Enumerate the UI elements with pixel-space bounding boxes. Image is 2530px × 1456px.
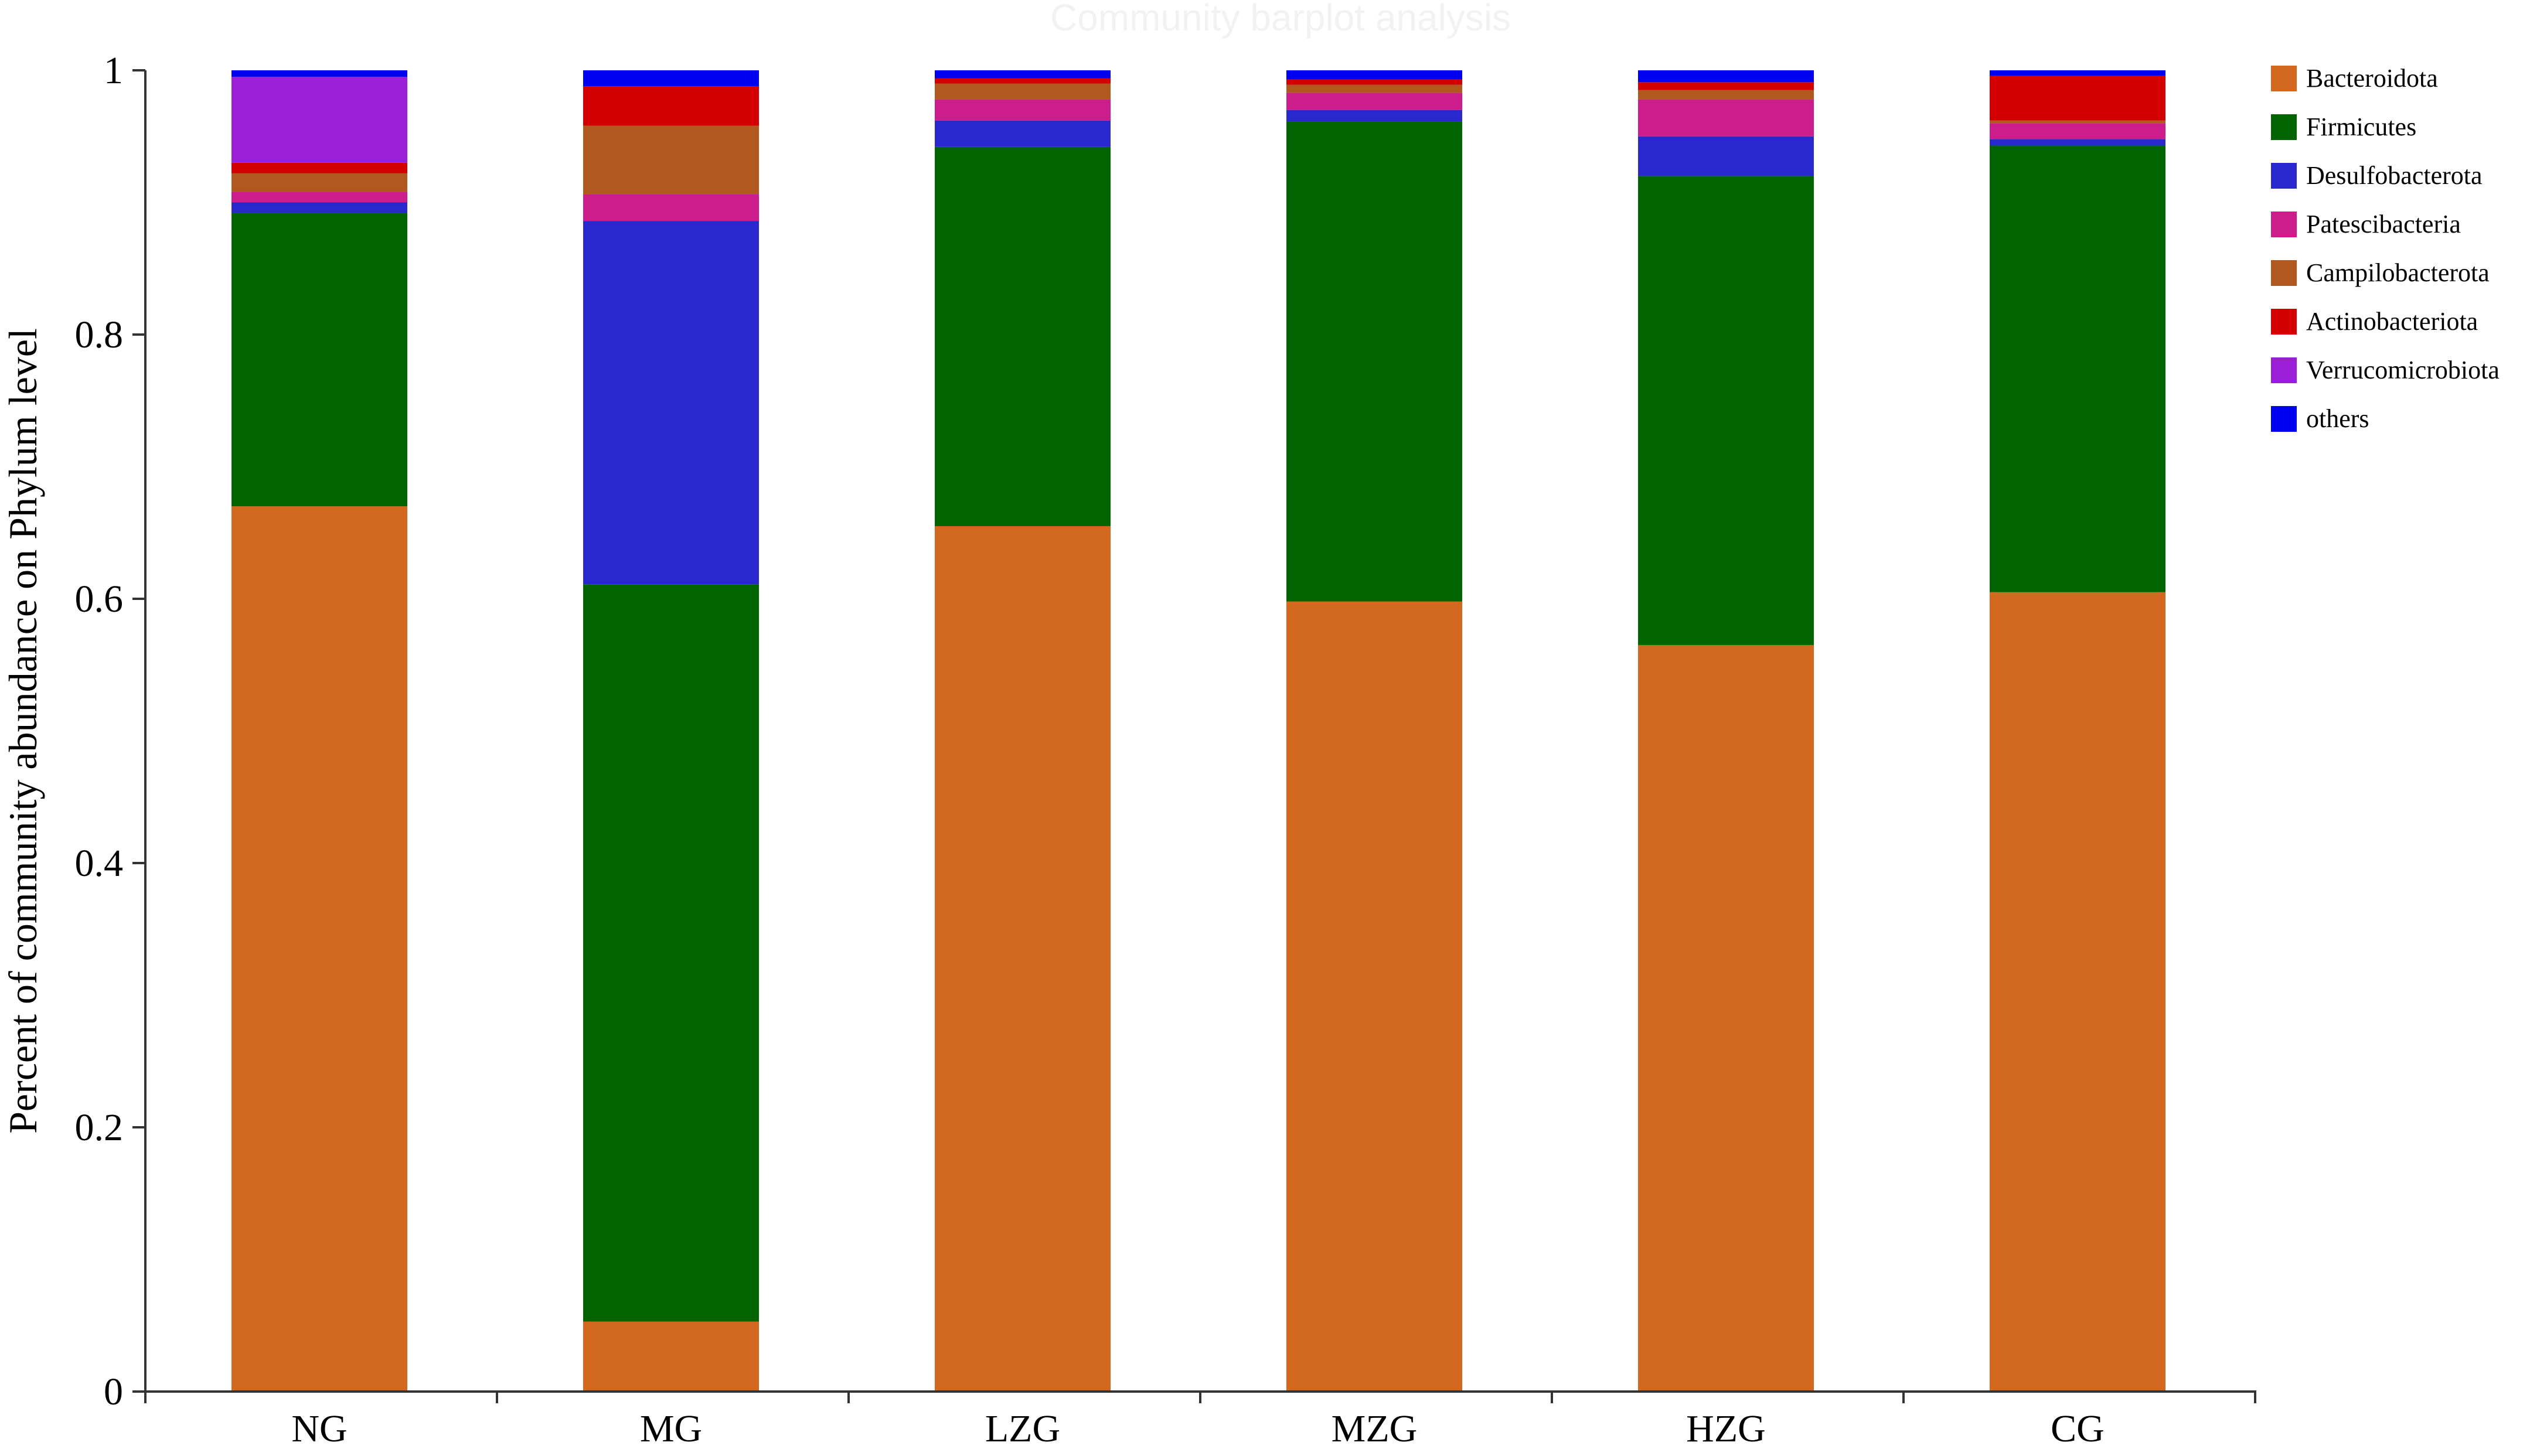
plot-area: 0 0.2 0.4 0.6 0.8 1 NG MG LZG MZG HZG CG (75, 49, 2256, 1450)
x-tick-label-cg: CG (2051, 1407, 2105, 1450)
bar-segment-hzg-firmicutes (1638, 176, 1814, 645)
y-tick-label: 0.2 (75, 1106, 124, 1149)
x-tick-label-ng: NG (291, 1407, 347, 1450)
bar-segment-ng-firmicutes (231, 213, 407, 507)
bar-segment-hzg-bacteroidota (1638, 645, 1814, 1392)
legend: Bacteroidota Firmicutes Desulfobacterota Pa… (2271, 64, 2500, 433)
bar-segment-mg-desulfobacterota (583, 221, 759, 585)
legend-swatch-desulfobacterota (2271, 163, 2297, 189)
legend-swatch-others (2271, 406, 2297, 432)
legend-label-desulfobacterota: Desulfobacterota (2306, 161, 2483, 190)
bar-segment-ng-actinobacteriota (231, 162, 407, 173)
chart-title: Community barplot analysis (1050, 0, 1511, 39)
bar-segment-hzg-patescibacteria (1638, 99, 1814, 137)
bar-segment-mg-actinobacteriota (583, 86, 759, 126)
y-tick-label: 1 (104, 49, 123, 92)
legend-label-verrucomicrobiota: Verrucomicrobiota (2306, 356, 2500, 384)
bar-segment-mzg-firmicutes (1286, 121, 1462, 602)
bar-segment-mzg-desulfobacterota (1286, 110, 1462, 122)
bar-segment-lzg-actinobacteriota (935, 78, 1111, 84)
bar-segment-mg-bacteroidota (583, 1321, 759, 1392)
legend-label-firmicutes: Firmicutes (2306, 112, 2416, 141)
bar-segment-ng-others (231, 70, 407, 77)
bar-segment-mg-firmicutes (583, 584, 759, 1322)
bar-segment-cg-bacteroidota (1990, 592, 2165, 1392)
bar-segment-hzg-actinobacteriota (1638, 82, 1814, 90)
bar-segment-hzg-campilobacterota (1638, 90, 1814, 100)
bar-segment-cg-campilobacterota (1990, 120, 2165, 124)
x-tick-label-lzg: LZG (985, 1407, 1060, 1450)
bar-segment-cg-others (1990, 70, 2165, 76)
legend-label-others: others (2306, 404, 2369, 433)
bar-segment-mzg-patescibacteria (1286, 93, 1462, 110)
bar-segment-lzg-desulfobacterota (935, 120, 1111, 147)
x-tick-label-mzg: MZG (1332, 1407, 1418, 1450)
bar-segment-mzg-others (1286, 70, 1462, 80)
y-tick-label: 0.4 (75, 842, 124, 885)
bar-segment-mg-patescibacteria (583, 194, 759, 221)
legend-label-patescibacteria: Patescibacteria (2306, 210, 2461, 238)
bar-segment-mg-campilobacterota (583, 125, 759, 195)
legend-swatch-campilobacterota (2271, 260, 2297, 286)
bar-segment-lzg-campilobacterota (935, 83, 1111, 100)
bar-segment-ng-patescibacteria (231, 192, 407, 203)
legend-label-bacteroidota: Bacteroidota (2306, 64, 2438, 93)
y-tick-label: 0.8 (75, 313, 124, 356)
bar-segment-cg-desulfobacterota (1990, 139, 2165, 146)
bar-segment-hzg-others (1638, 70, 1814, 83)
y-tick-label: 0 (104, 1370, 123, 1413)
bar-segment-mzg-campilobacterota (1286, 84, 1462, 93)
legend-label-actinobacteriota: Actinobacteriota (2306, 307, 2478, 336)
bar-segment-ng-desulfobacterota (231, 202, 407, 213)
legend-label-campilobacterota: Campilobacterota (2306, 258, 2490, 287)
y-tick-label: 0.6 (75, 578, 124, 620)
bar-segment-cg-patescibacteria (1990, 123, 2165, 139)
y-axis-label: Percent of community abundance on Phylum… (1, 328, 45, 1134)
bar-segment-cg-actinobacteriota (1990, 76, 2165, 121)
legend-swatch-verrucomicrobiota (2271, 357, 2297, 383)
legend-swatch-patescibacteria (2271, 212, 2297, 237)
x-tick-label-hzg: HZG (1686, 1407, 1766, 1450)
bar-segment-lzg-others (935, 70, 1111, 79)
legend-swatch-bacteroidota (2271, 66, 2297, 91)
bar-segment-hzg-desulfobacterota (1638, 136, 1814, 176)
bar-segment-lzg-bacteroidota (935, 526, 1111, 1392)
bar-segment-ng-campilobacterota (231, 173, 407, 192)
bar-segment-ng-verrucomicrobiota (231, 77, 407, 163)
x-tick-label-mg: MG (640, 1407, 702, 1450)
bar-segment-lzg-firmicutes (935, 146, 1111, 526)
bar-segment-mzg-actinobacteriota (1286, 79, 1462, 85)
legend-swatch-actinobacteriota (2271, 309, 2297, 335)
bar-segment-mzg-bacteroidota (1286, 601, 1462, 1392)
legend-swatch-firmicutes (2271, 114, 2297, 140)
bar-segment-mg-others (583, 70, 759, 87)
bar-segment-ng-bacteroidota (231, 506, 407, 1392)
bar-segment-lzg-patescibacteria (935, 99, 1111, 121)
bar-segment-cg-firmicutes (1990, 145, 2165, 592)
